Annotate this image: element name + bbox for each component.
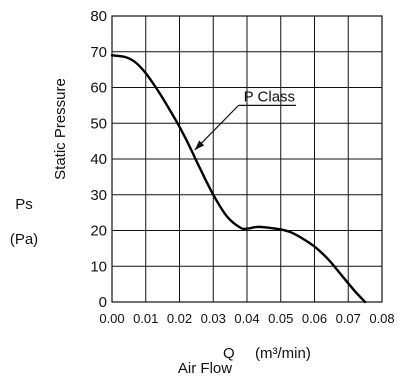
plot-frame xyxy=(111,15,383,303)
x-tick-label: 0.01 xyxy=(133,311,158,326)
y-tick-labels: 0 10 20 30 40 50 60 70 80 xyxy=(90,8,107,311)
x-unit-label: (m³/min) xyxy=(255,345,311,362)
y-tick-label: 10 xyxy=(90,258,107,275)
series-line-p-class xyxy=(110,54,367,304)
y-axis-label: Static Pressure xyxy=(52,78,69,180)
y-tick-label: 20 xyxy=(90,223,107,240)
y-quantity-label: Ps xyxy=(15,196,33,213)
x-tick-labels: 0.00 0.01 0.02 0.03 0.04 0.05 0.06 0.07 0.08 xyxy=(99,311,394,326)
x-tick-label: 0.02 xyxy=(167,311,192,326)
y-tick-label: 30 xyxy=(90,187,107,204)
x-tick-label: 0.06 xyxy=(302,311,327,326)
annotation-label: P Class xyxy=(244,88,295,105)
x-tick-label: 0.04 xyxy=(234,311,259,326)
y-tick-label: 80 xyxy=(90,8,107,25)
y-tick-label: 40 xyxy=(90,151,107,168)
grid xyxy=(111,15,383,303)
x-axis-label: Air Flow xyxy=(178,360,232,377)
x-tick-label: 0.03 xyxy=(201,311,226,326)
y-tick-label: 0 xyxy=(99,294,107,311)
y-tick-label: 70 xyxy=(90,44,107,61)
y-unit-label: (Pa) xyxy=(10,231,38,248)
x-tick-label: 0.05 xyxy=(268,311,293,326)
y-tick-label: 60 xyxy=(90,80,107,97)
x-quantity-label: Q xyxy=(223,345,235,362)
x-tick-label: 0.08 xyxy=(369,311,394,326)
annotation-arrowhead xyxy=(194,140,205,151)
y-tick-label: 50 xyxy=(90,115,107,132)
annotation-leader xyxy=(194,104,239,151)
x-tick-label: 0.00 xyxy=(99,311,124,326)
annotation: P Class xyxy=(194,88,296,151)
x-tick-label: 0.07 xyxy=(336,311,361,326)
